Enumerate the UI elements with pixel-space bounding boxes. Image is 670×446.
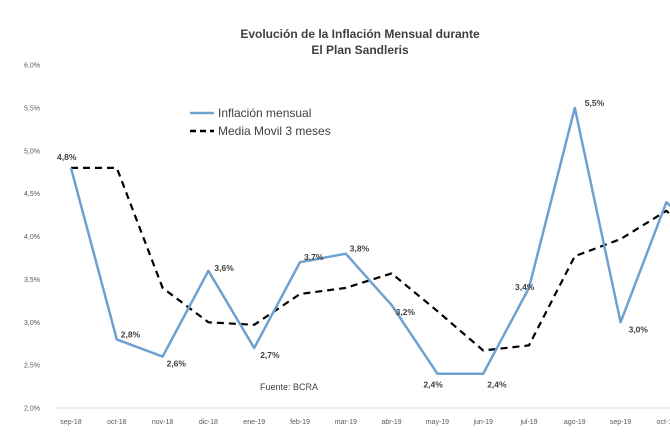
chart-title-line1: Evolución de la Inflación Mensual durant… [240,27,480,41]
data-label: 2,4% [487,380,507,390]
data-label: 4,8% [57,152,77,162]
series-line-inflacion [69,106,670,375]
legend-label-inflacion: Inflación mensual [218,106,311,120]
data-label: 5,5% [585,98,605,108]
y-tick-label: 3,0% [24,320,40,327]
x-axis: sep-18 oct-18 nov-18 dic-18 ene-19 feb-19 mar-… [60,419,670,426]
y-tick-label: 4,5% [24,191,40,198]
data-label: 2,6% [167,359,187,369]
data-label: 3,8% [350,244,370,254]
x-tick-label: jul-19 [519,419,537,426]
legend-label-media-movil: Media Movil 3 meses [218,124,331,138]
data-label: 3,6% [214,263,234,273]
x-tick-label: jun-19 [472,419,493,426]
source-note: Fuente: BCRA [260,382,318,392]
data-label: 2,8% [121,329,141,339]
data-labels: 4,8% 2,8% 2,6% 3,6% 2,7% 3,7% 3,8% 3,2% 2,4% 2,4%… [57,98,649,390]
y-tick-label: 2,5% [24,363,40,370]
series-layer [69,106,670,375]
x-tick-label: ago-19 [564,419,586,426]
x-tick-label: oct-19 [657,419,670,426]
y-tick-label: 3,5% [24,277,40,284]
legend: Inflación mensual Media Movil 3 meses [190,106,331,138]
y-tick-label: 5,0% [24,148,40,155]
data-label: 2,7% [260,350,280,360]
data-label: 3,2% [396,307,416,317]
x-tick-label: ene-19 [243,419,265,426]
y-tick-label: 6,0% [24,63,40,70]
data-label: 3,4% [515,282,535,292]
x-tick-label: mar-19 [335,419,357,426]
y-tick-label: 4,0% [24,234,40,241]
y-tick-label: 5,5% [24,105,40,112]
x-tick-label: nov-18 [152,419,174,426]
x-tick-label: oct-18 [107,419,127,426]
y-axis: 2,0% 2,5% 3,0% 3,5% 4,0% 4,5% 5,0% 5,5% 6,0% [24,63,40,413]
data-label: 2,4% [423,380,443,390]
series-line-media-movil [71,166,670,352]
x-tick-label: dic-18 [199,419,218,426]
chart-title-line2: El Plan Sandleris [311,43,409,57]
x-tick-label: abr-19 [381,419,401,426]
data-label: 3,7% [304,252,324,262]
y-tick-label: 2,0% [24,406,40,413]
x-tick-label: feb-19 [290,419,310,426]
x-tick-label: sep-19 [610,419,632,426]
x-tick-label: may-19 [426,419,449,426]
data-label: 3,0% [629,324,649,334]
x-tick-label: sep-18 [60,419,82,426]
